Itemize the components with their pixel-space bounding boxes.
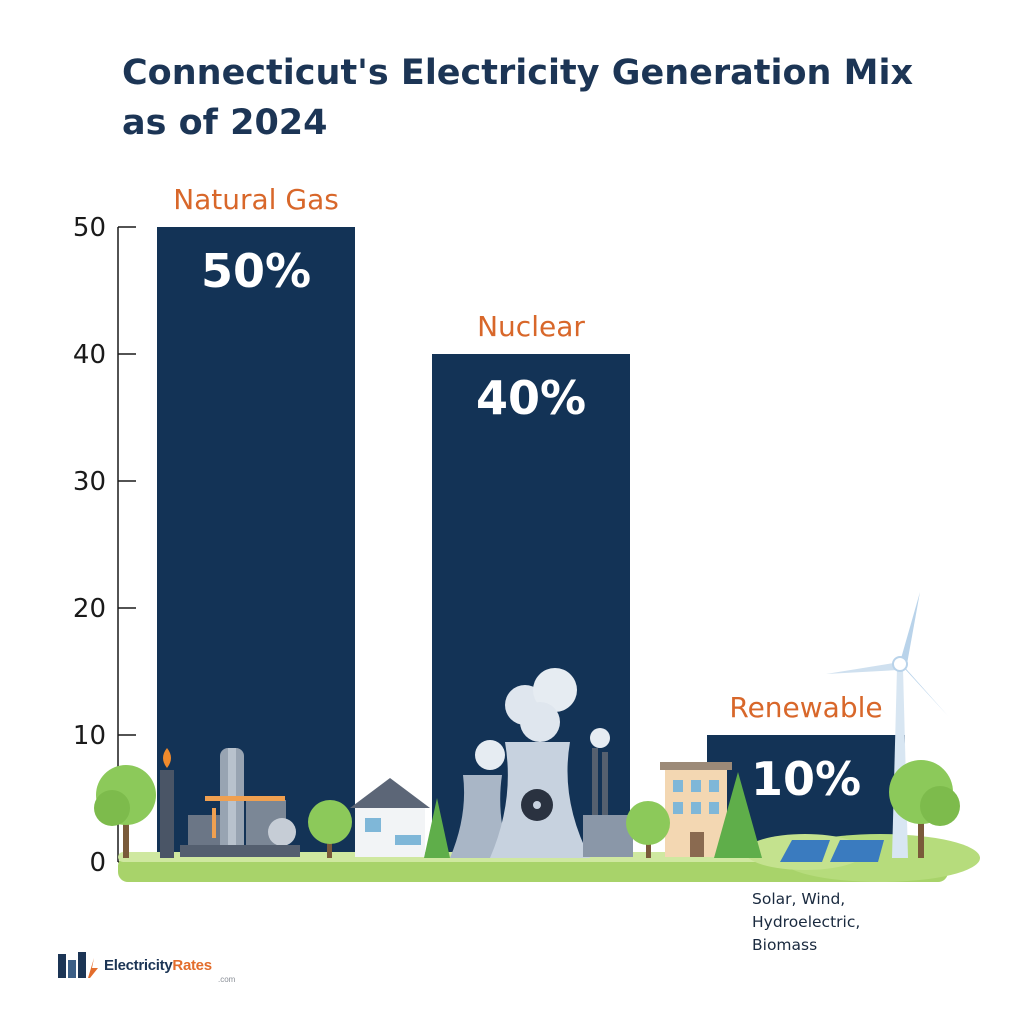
chart-title: Connecticut's Electricity Generation Mix… [122, 48, 942, 148]
category-label: Nuclear [477, 310, 585, 343]
apartment-illustration [660, 762, 732, 857]
category-label: Renewable [729, 691, 882, 724]
y-tick-label: 40 [73, 340, 106, 370]
renewable-note-line-2: Hydroelectric, [752, 913, 861, 931]
logo-wordmark: ElectricityRates [104, 957, 212, 974]
chart-title-line-1: Connecticut's Electricity Generation Mix [122, 53, 914, 93]
bar-0 [157, 227, 355, 862]
y-tick-label: 10 [73, 721, 106, 751]
logo-text-part2: Rates [172, 957, 212, 974]
data-label: 40% [476, 371, 586, 425]
logo-suffix: .com [218, 975, 236, 984]
data-label: 50% [201, 244, 311, 298]
y-tick-label: 0 [89, 848, 106, 878]
y-tick-label: 50 [73, 213, 106, 243]
refinery-illustration [160, 748, 300, 858]
y-axis: 0 10 20 30 40 50 [73, 213, 136, 878]
ground-illustration [118, 834, 980, 882]
logo-icon [58, 952, 98, 978]
category-label: Natural Gas [173, 183, 339, 216]
nuclear-plant-illustration [450, 668, 633, 858]
data-label: 10% [751, 752, 861, 806]
y-tick-label: 20 [73, 594, 106, 624]
y-tick-label: 30 [73, 467, 106, 497]
renewable-sources-note: Solar, Wind, Hydroelectric, Biomass [752, 888, 860, 957]
solar-panels-illustration [780, 840, 884, 862]
renewable-note-line-3: Biomass [752, 936, 818, 954]
house-illustration [350, 778, 430, 857]
renewable-note-line-1: Solar, Wind, [752, 890, 846, 908]
trees-illustration [94, 760, 960, 858]
chart-title-line-2: as of 2024 [122, 103, 328, 143]
logo-text-part1: Electricity [104, 957, 173, 974]
